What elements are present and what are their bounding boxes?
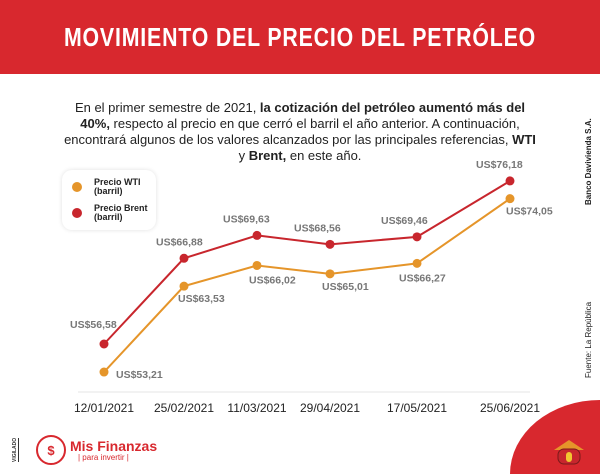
- intro-part: en este año.: [286, 148, 362, 163]
- intro-bold: Brent,: [248, 148, 287, 163]
- mis-finanzas-logo: $ Mis Finanzas | para invertir |: [36, 435, 157, 465]
- data-label-wti: US$63,53: [178, 293, 225, 305]
- x-tick-label: 29/04/2021: [300, 401, 360, 415]
- series-line-brent: [103, 180, 511, 345]
- dollar-house-icon: $: [36, 435, 66, 465]
- data-point-wti: [252, 260, 262, 270]
- x-tick-label: 11/03/2021: [227, 401, 286, 415]
- data-point-brent: [412, 232, 422, 242]
- header-band: [0, 0, 600, 74]
- intro-text: En el primer semestre de 2021, la cotiza…: [60, 100, 540, 164]
- data-label-brent: US$68,56: [294, 222, 341, 234]
- data-label-wti: US$53,21: [116, 369, 163, 381]
- legend-label-wti: Precio WTI (barril): [94, 177, 141, 196]
- data-label-wti: US$74,05: [506, 206, 553, 218]
- data-point-brent: [99, 339, 109, 349]
- intro-part: respecto al precio en que cerró el barri…: [64, 116, 520, 147]
- data-label-wti: US$66,27: [399, 272, 446, 284]
- x-tick-label: 25/02/2021: [154, 401, 214, 415]
- data-point-brent: [179, 253, 189, 263]
- data-point-wti: [99, 367, 109, 377]
- intro-part: En el primer semestre de 2021,: [74, 100, 260, 115]
- intro-part: y: [238, 148, 249, 163]
- data-label-brent: US$76,18: [476, 159, 523, 171]
- credit-text: Banco Davivienda S.A.: [584, 118, 593, 205]
- house-mascot-icon: [554, 440, 584, 465]
- legend-item-wti: Precio WTI (barril): [72, 178, 154, 196]
- logo-title: Mis Finanzas: [70, 437, 158, 454]
- intro-bold: la cotización del petróleo aumentó más d…: [80, 100, 526, 131]
- legend-label-brent: Precio Brent (barril): [94, 203, 148, 222]
- data-point-brent: [325, 239, 335, 249]
- brent-dot-icon: [72, 208, 82, 218]
- x-tick-label: 17/05/2021: [387, 401, 447, 415]
- data-label-brent: US$56,58: [70, 319, 117, 331]
- x-tick-label: 25/06/2021: [480, 401, 540, 415]
- data-point-wti: [412, 258, 422, 268]
- chart-legend: Precio WTI (barril) Precio Brent (barril…: [62, 170, 156, 230]
- data-point-wti: [179, 281, 189, 291]
- x-tick-label: 12/01/2021: [74, 401, 134, 415]
- series-line-wti: [103, 197, 511, 373]
- vigilado-label: VIGILADO: [12, 437, 19, 462]
- logo-subtitle: | para invertir |: [78, 452, 129, 462]
- intro-bold: WTI: [512, 132, 536, 147]
- page-title: MOVIMIENTO DEL PRECIO DEL PETRÓLEO: [63, 22, 537, 52]
- data-label-brent: US$69,46: [381, 215, 428, 227]
- data-label-wti: US$66,02: [249, 274, 296, 286]
- data-label-wti: US$65,01: [322, 281, 369, 293]
- wti-dot-icon: [72, 182, 82, 192]
- data-point-brent: [252, 230, 262, 240]
- legend-item-brent: Precio Brent (barril): [72, 204, 154, 222]
- source-text: Fuente: La República: [584, 301, 593, 378]
- data-point-wti: [325, 269, 335, 279]
- data-label-brent: US$69,63: [223, 213, 270, 225]
- data-label-brent: US$66,88: [156, 236, 203, 248]
- data-point-brent: [505, 176, 515, 186]
- data-point-wti: [505, 194, 515, 204]
